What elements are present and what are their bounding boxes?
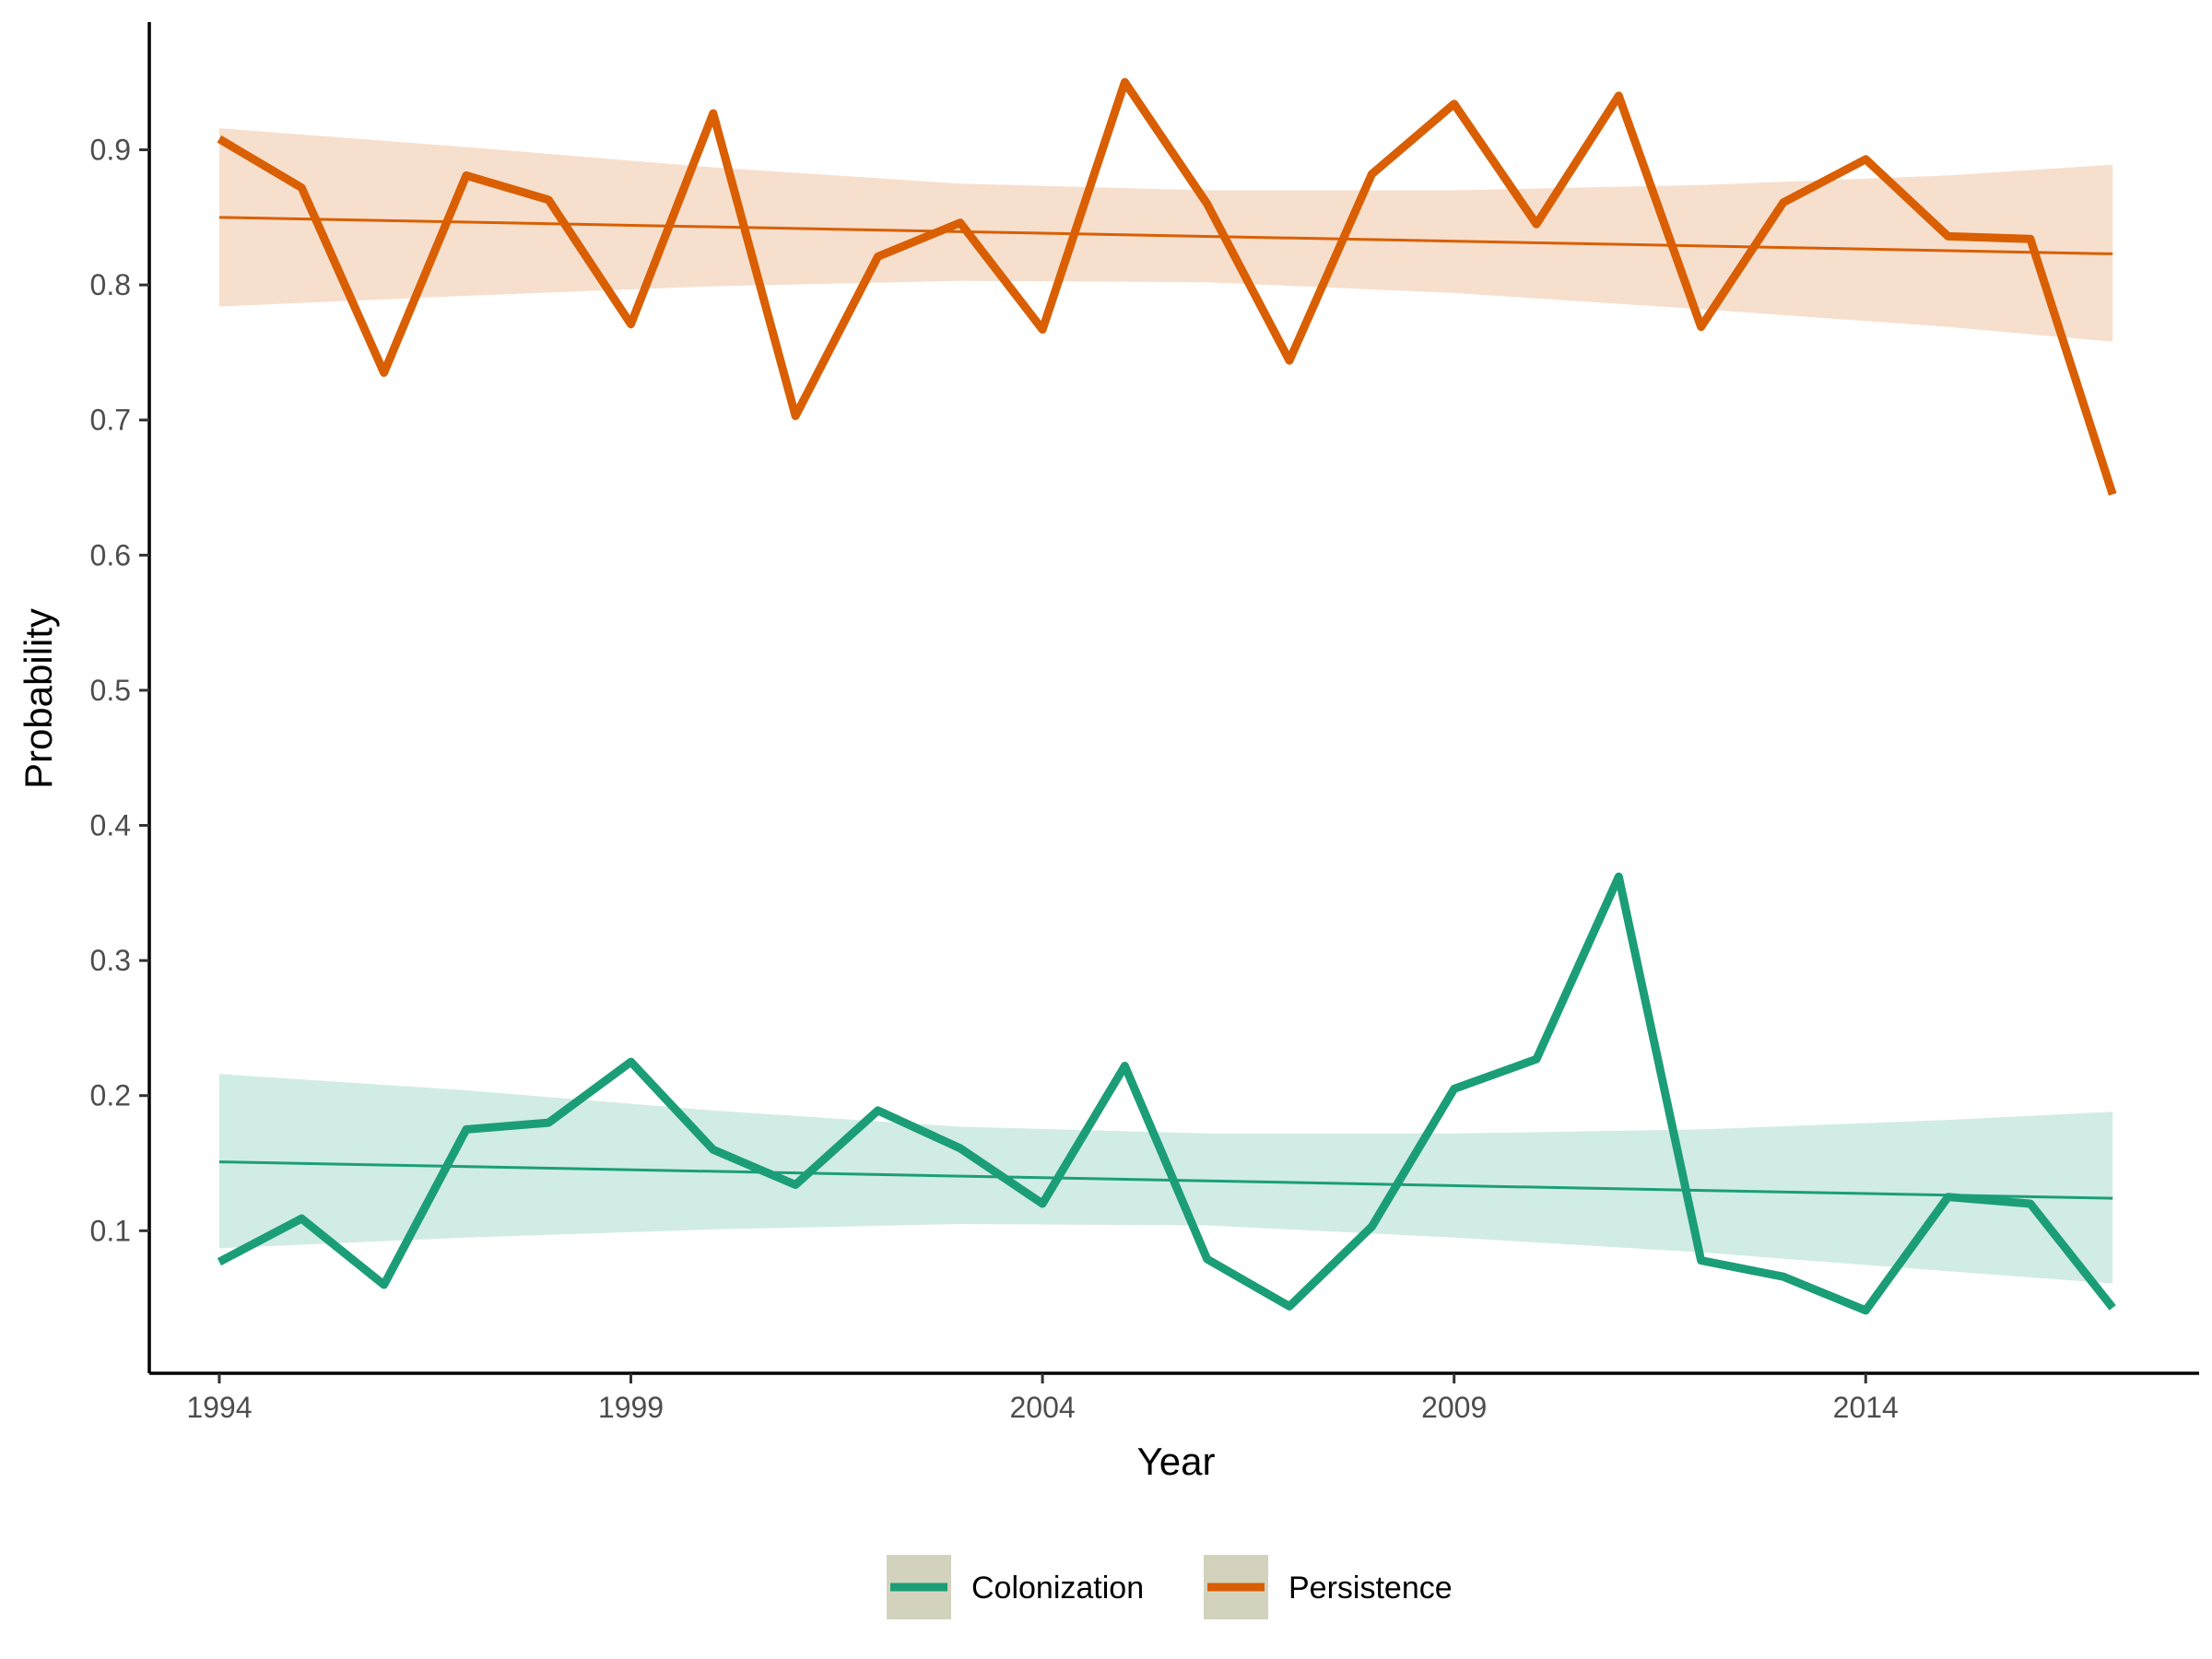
y-tick-label: 0.8 bbox=[90, 268, 131, 301]
legend-item-persistence: Persistence bbox=[1204, 1555, 1453, 1619]
y-tick-label: 0.5 bbox=[90, 674, 131, 707]
confidence-bands bbox=[218, 128, 2113, 1284]
persistence-trend-line bbox=[218, 216, 2113, 255]
legend-item-colonization: Colonization bbox=[887, 1555, 1144, 1619]
data-lines bbox=[217, 77, 2117, 1315]
y-axis-title: Probability bbox=[17, 608, 60, 789]
x-tick-label: 2009 bbox=[1421, 1391, 1487, 1424]
trend-lines bbox=[218, 216, 2113, 1200]
y-tick-label: 0.6 bbox=[90, 538, 131, 571]
x-tick-label: 1994 bbox=[186, 1391, 252, 1424]
x-tick-label: 1999 bbox=[598, 1391, 664, 1424]
x-axis-title: Year bbox=[1137, 1440, 1216, 1483]
legend-label-colonization: Colonization bbox=[971, 1571, 1144, 1606]
colonization-line bbox=[217, 872, 2116, 1315]
y-tick-label: 0.1 bbox=[90, 1214, 131, 1247]
persistence-line bbox=[217, 77, 2117, 496]
axes: 0.1 0.2 0.3 0.4 0.5 0.6 0.7 0.8 0.9 1994 1999 2004 2… bbox=[90, 22, 2199, 1424]
y-tick-label: 0.2 bbox=[90, 1079, 131, 1112]
y-tick-label: 0.7 bbox=[90, 404, 131, 437]
y-tick-label: 0.4 bbox=[90, 809, 131, 842]
y-tick-label: 0.3 bbox=[90, 944, 131, 977]
y-tick-label: 0.9 bbox=[90, 134, 131, 167]
legend-label-persistence: Persistence bbox=[1288, 1571, 1453, 1606]
legend: Colonization Persistence bbox=[887, 1555, 1453, 1619]
x-tick-label: 2004 bbox=[1009, 1391, 1075, 1424]
x-tick-label: 2014 bbox=[1833, 1391, 1899, 1424]
colonization-trend-line bbox=[218, 1160, 2113, 1200]
